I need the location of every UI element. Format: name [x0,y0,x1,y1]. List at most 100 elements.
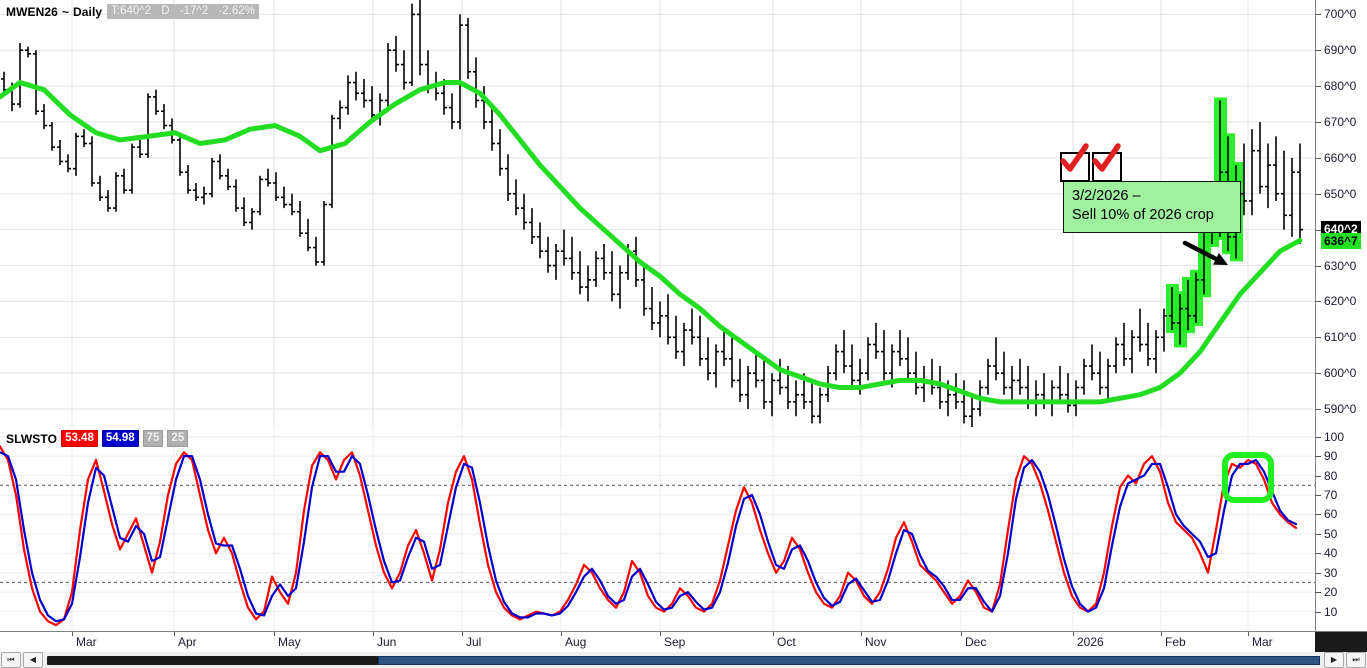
price-axis-label: 700^0 [1324,7,1357,22]
scroll-last-button[interactable]: ⏭ [1346,652,1366,668]
price-axis-tick [1315,265,1321,267]
trade-annotation-box[interactable]: 3/2/2026 – Sell 10% of 2026 crop [1063,181,1241,233]
price-axis-tick [1315,409,1321,411]
price-axis-tick [1315,86,1321,88]
date-axis-label: Nov [865,635,887,649]
quote-readout: T:640^2 D -17^2 -2.62% [107,4,259,19]
date-axis-label: May [278,635,301,649]
date-axis-tick [72,632,73,636]
price-axis-label: 670^0 [1324,115,1357,129]
stochastic-canvas [0,427,1315,631]
stochastic-axis-tick [1315,456,1321,458]
date-axis-tick [1073,632,1074,636]
price-axis-tick [1315,122,1321,123]
check-icon [1092,143,1121,172]
stochastic-axis-tick [1315,611,1321,613]
quote-change: -17^2 [179,5,209,17]
date-axis-end-block [1315,632,1367,653]
date-axis-tick [274,632,275,636]
annotation-checkbox-1[interactable] [1060,143,1090,182]
stochastic-axis-tick [1315,475,1321,477]
date-axis-tick [861,632,862,636]
date-axis-label: 2026 [1077,635,1104,649]
legend-separator: ~ [61,4,69,19]
date-axis-tick [660,632,661,636]
indicator-d-value: 54.98 [101,430,139,447]
price-axis-tick [1315,14,1321,16]
horizontal-scrollbar[interactable]: ⏮ ◀ ▶ ⏭ [0,652,1367,668]
price-axis-tick [1315,50,1321,52]
stochastic-axis-label: 20 [1324,585,1338,600]
scrollbar-track[interactable] [47,655,1320,665]
stochastic-axis-line [1315,427,1316,631]
interval-label: Daily [72,4,103,19]
price-legend: MWEN26 ~ Daily T:640^2 D -17^2 -2.62% [6,4,259,19]
date-axis-label: Apr [178,635,197,649]
date-axis-tick [961,632,962,636]
stochastic-axis-label: 100 [1324,429,1345,444]
stochastic-axis-tick [1315,553,1321,555]
indicator-legend: SLWSTO 53.48 54.98 75 25 [6,430,189,447]
price-axis-label: 610^0 [1324,330,1357,345]
scroll-prev-button[interactable]: ◀ [23,652,43,668]
date-axis-label: Oct [777,635,796,649]
price-axis-label: 690^0 [1324,43,1357,58]
date-axis-tick [773,632,774,636]
stochastic-axis-label: 60 [1324,507,1338,522]
price-axis-label: 600^0 [1324,366,1357,381]
price-axis-tick [1315,157,1321,159]
price-axis-label: 620^0 [1324,294,1357,309]
date-axis-tick [174,632,175,636]
stochastic-axis-label: 40 [1324,546,1338,561]
date-axis-label: Dec [965,635,987,649]
annotation-checkbox-2[interactable] [1092,143,1122,182]
last-price-flag: 640^2 [1321,220,1361,237]
price-axis-label: 680^0 [1324,79,1357,94]
annotation-checkbox-group[interactable] [1060,143,1124,182]
date-axis-label: Mar [76,635,97,649]
quote-last: T:640^2 [111,5,152,17]
stochastic-axis-tick [1315,495,1321,496]
stochastic-axis-tick [1315,436,1321,438]
price-chart-canvas [0,0,1315,427]
stochastic-axis-label: 70 [1324,488,1338,502]
scroll-next-button[interactable]: ▶ [1324,652,1344,668]
scroll-first-button[interactable]: ⏮ [1,652,21,668]
price-axis-tick [1315,301,1321,303]
stochastic-indicator-pane[interactable] [0,427,1315,631]
date-axis-label: Sep [664,635,686,649]
symbol-label: MWEN26 [6,4,58,19]
check-icon [1060,143,1089,172]
price-axis-label: 590^0 [1324,402,1357,417]
stochastic-axis-label: 80 [1324,468,1338,483]
date-axis-label: Jun [377,635,397,649]
date-axis-tick [462,632,463,636]
price-axis-line [1315,0,1316,427]
indicator-name-label: SLWSTO [6,431,58,446]
date-axis-label: Feb [1165,635,1186,649]
scrollbar-thumb[interactable] [377,655,1320,665]
date-axis-tick [373,632,374,636]
indicator-lower-level: 25 [167,430,189,447]
price-axis[interactable]: 700^0690^0680^0670^0660^0650^0640^0630^0… [1315,0,1367,427]
price-axis-tick [1315,193,1321,195]
date-axis-tick [561,632,562,636]
stochastic-axis[interactable]: 100 90 80 70 60 50 40 30 20 10 [1315,427,1367,631]
price-axis-label: 650^0 [1324,186,1357,201]
stochastic-axis-label: 10 [1324,604,1338,619]
stochastic-axis-tick [1315,514,1321,516]
date-axis[interactable]: Mar Apr May Jun Jul Aug Sep Oct Nov Dec 2026 Feb Mar [0,631,1367,653]
stochastic-axis-label: 90 [1324,449,1338,464]
price-axis-label: 660^0 [1324,150,1357,165]
date-axis-label: Mar [1252,635,1273,649]
stochastic-axis-tick [1315,572,1321,574]
stochastic-axis-tick [1315,533,1321,535]
date-axis-tick [1161,632,1162,636]
indicator-k-value: 53.48 [61,430,98,447]
stochastic-axis-tick [1315,592,1321,594]
date-axis-label: Aug [565,635,587,649]
price-axis-label: 630^0 [1324,258,1357,273]
price-axis-tick [1315,373,1321,375]
stochastic-axis-label: 30 [1324,565,1338,580]
